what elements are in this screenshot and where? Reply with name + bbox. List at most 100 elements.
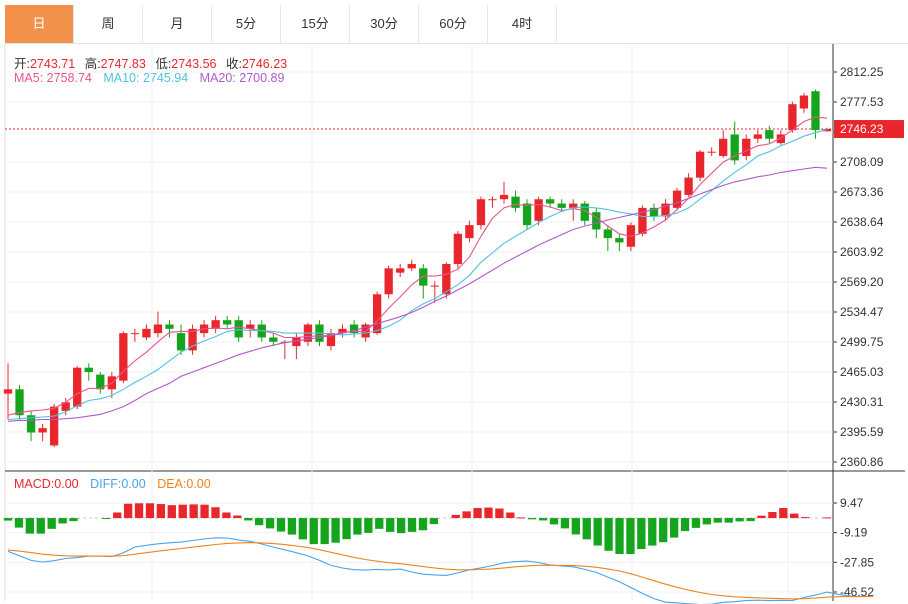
macd-bar	[222, 512, 231, 519]
ma10-label: MA10:	[103, 71, 140, 85]
candle-body	[615, 238, 624, 243]
macd-bar	[768, 512, 777, 519]
price-tick-label: 2430.31	[840, 395, 884, 409]
candle	[661, 199, 670, 221]
macd-bar	[353, 518, 362, 535]
diff-label: DIFF:	[90, 477, 122, 491]
macd-bar	[113, 512, 122, 519]
macd-bar	[386, 518, 395, 532]
macd-bar	[691, 518, 701, 528]
candle-body	[776, 134, 786, 144]
candle-body	[707, 151, 716, 153]
macd-value: 0.00	[54, 477, 79, 491]
candle	[234, 315, 243, 342]
candle-body	[211, 320, 220, 329]
diff-readout-item: DIFF:0.00	[90, 477, 146, 491]
tab-15min[interactable]: 15分	[281, 5, 350, 43]
macd-bar	[429, 518, 439, 525]
macd-readout: MACD:0.00 DIFF:0.00 DEA: 0.00	[14, 477, 211, 491]
tab-4hour[interactable]: 4时	[488, 5, 557, 43]
macd-bar	[724, 518, 733, 523]
candle	[384, 265, 393, 299]
macd-bar	[549, 518, 559, 525]
open-value: 2743.71	[29, 57, 76, 71]
tab-30min[interactable]: 30分	[350, 5, 419, 43]
macd-bar	[790, 513, 799, 519]
candle	[476, 196, 486, 230]
macd-bar	[320, 518, 329, 545]
tab-60min[interactable]: 60分	[419, 5, 488, 43]
low-value: 2743.56	[171, 57, 217, 71]
macd-bar	[255, 518, 264, 526]
macd-bar	[451, 514, 460, 519]
ma5-label: MA5:	[14, 71, 44, 85]
macd-bar	[517, 517, 526, 519]
candle-body	[26, 415, 36, 433]
ma10-line	[7, 128, 828, 421]
candle	[811, 89, 820, 139]
ma-readout: MA5: 2758.74 MA10: 2745.94 MA20: 2700.89	[14, 71, 284, 85]
macd-bar	[375, 518, 384, 529]
candle	[488, 196, 497, 208]
candle-body	[153, 324, 163, 334]
candle-body	[73, 367, 82, 407]
candle-body	[246, 324, 255, 329]
macd-bar	[167, 505, 176, 519]
candle	[269, 333, 278, 347]
macd-bar	[615, 518, 624, 554]
candle-body	[592, 212, 601, 230]
macd-bar	[47, 518, 56, 529]
candle-body	[49, 406, 59, 446]
candle-body	[569, 203, 578, 208]
tab-month[interactable]: 月	[143, 5, 212, 43]
macd-bar	[735, 518, 744, 522]
price-tick-label: 2812.25	[840, 65, 884, 79]
tab-week[interactable]: 周	[74, 5, 143, 43]
candle	[338, 324, 347, 338]
candle	[742, 134, 751, 161]
macd-bar	[276, 518, 286, 532]
macd-bar	[604, 518, 613, 551]
high-label: 高:	[84, 57, 101, 71]
candle	[707, 147, 716, 157]
candle	[130, 328, 140, 342]
timeframe-tabs: 日 周 月 5分 15分 30分 60分 4时	[5, 5, 908, 44]
macd-bar	[396, 518, 406, 534]
candle	[730, 121, 739, 165]
macd-readout-item: MACD:0.00	[14, 477, 79, 491]
candle-body	[119, 333, 128, 381]
candle	[638, 205, 647, 237]
candle	[15, 384, 24, 420]
candle-body	[742, 138, 751, 157]
candle	[188, 324, 197, 355]
candle	[396, 264, 405, 277]
candle	[765, 125, 774, 144]
macd-bar	[178, 504, 187, 519]
macd-bar	[669, 518, 679, 538]
candle	[119, 331, 128, 384]
candle	[211, 315, 220, 334]
candle	[753, 130, 762, 144]
ma20-value: 2700.89	[239, 71, 285, 85]
dea-label: DEA:	[157, 477, 187, 491]
candle-body	[661, 203, 670, 217]
candle	[684, 173, 693, 197]
candle-body	[672, 190, 682, 208]
last-price-tag	[834, 120, 904, 139]
tab-day[interactable]: 日	[5, 5, 74, 43]
candle-body	[649, 207, 659, 217]
ma20-line	[7, 166, 828, 422]
candle	[223, 315, 232, 329]
macd-tick-label: -27.85	[840, 555, 874, 569]
tab-5min[interactable]: 5分	[212, 5, 281, 43]
price-tick-label: 2708.09	[840, 155, 884, 169]
macd-bar	[211, 507, 220, 519]
macd-bar	[484, 507, 493, 519]
candle	[465, 220, 474, 243]
macd-bar	[233, 515, 242, 519]
price-tick-label: 2569.20	[840, 275, 884, 289]
candle-body	[430, 285, 439, 287]
candle	[153, 311, 163, 338]
candle-body	[465, 225, 474, 239]
